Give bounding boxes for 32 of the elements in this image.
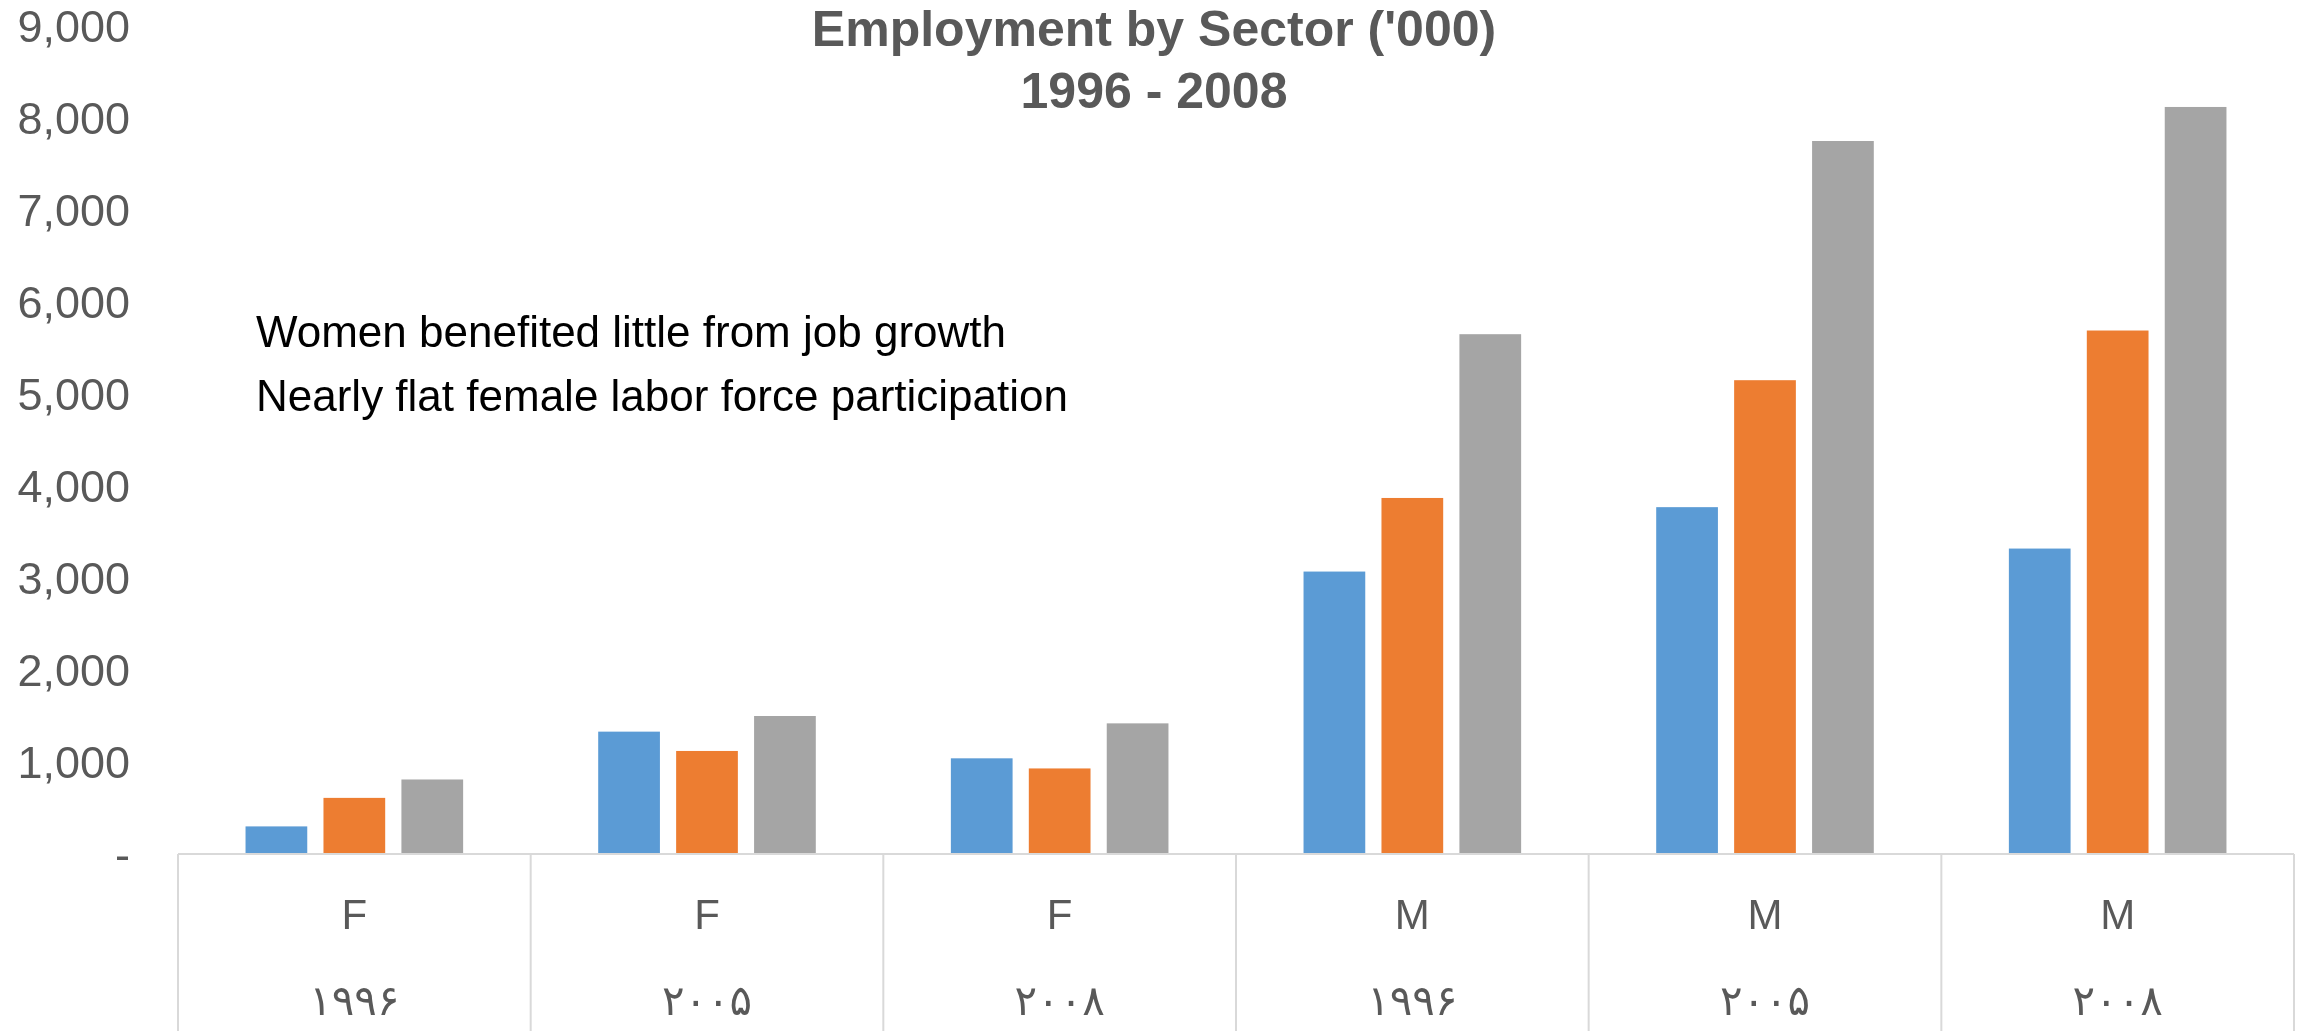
y-tick-label: 3,000 [17, 552, 130, 604]
y-tick-label: 8,000 [17, 92, 130, 144]
y-tick-label: 4,000 [17, 460, 130, 512]
bar [1459, 334, 1522, 854]
bar [323, 797, 386, 854]
y-tick-label: 2,000 [17, 644, 130, 696]
annotation: Women benefited little from job growth [256, 307, 1006, 356]
bar [1656, 507, 1718, 854]
text: 1996 - 2008 [1020, 63, 1288, 119]
y-tick-label: - [115, 828, 130, 880]
y-tick-label: 9,000 [17, 0, 130, 52]
bar [1812, 141, 1874, 854]
bar [754, 716, 816, 854]
annotation: Nearly flat female labor force participation [256, 371, 1068, 420]
bar [2086, 330, 2149, 854]
bar [2008, 548, 2071, 854]
chart-title: Employment by Sector ('000) [811, 1, 1497, 57]
bar [245, 826, 308, 854]
y-tick-label: 7,000 [17, 184, 130, 236]
y-tick-label: 1,000 [17, 736, 130, 788]
bar [1381, 497, 1444, 854]
bar [1106, 723, 1169, 854]
bar [2164, 106, 2227, 854]
bar [1303, 571, 1366, 854]
y-tick-label: 6,000 [17, 276, 130, 328]
bar [950, 758, 1013, 854]
bar [1028, 768, 1091, 854]
bar [401, 779, 464, 854]
bar [1734, 380, 1796, 854]
bar [676, 750, 738, 854]
y-tick-label: 5,000 [17, 368, 130, 420]
bar [598, 731, 660, 854]
